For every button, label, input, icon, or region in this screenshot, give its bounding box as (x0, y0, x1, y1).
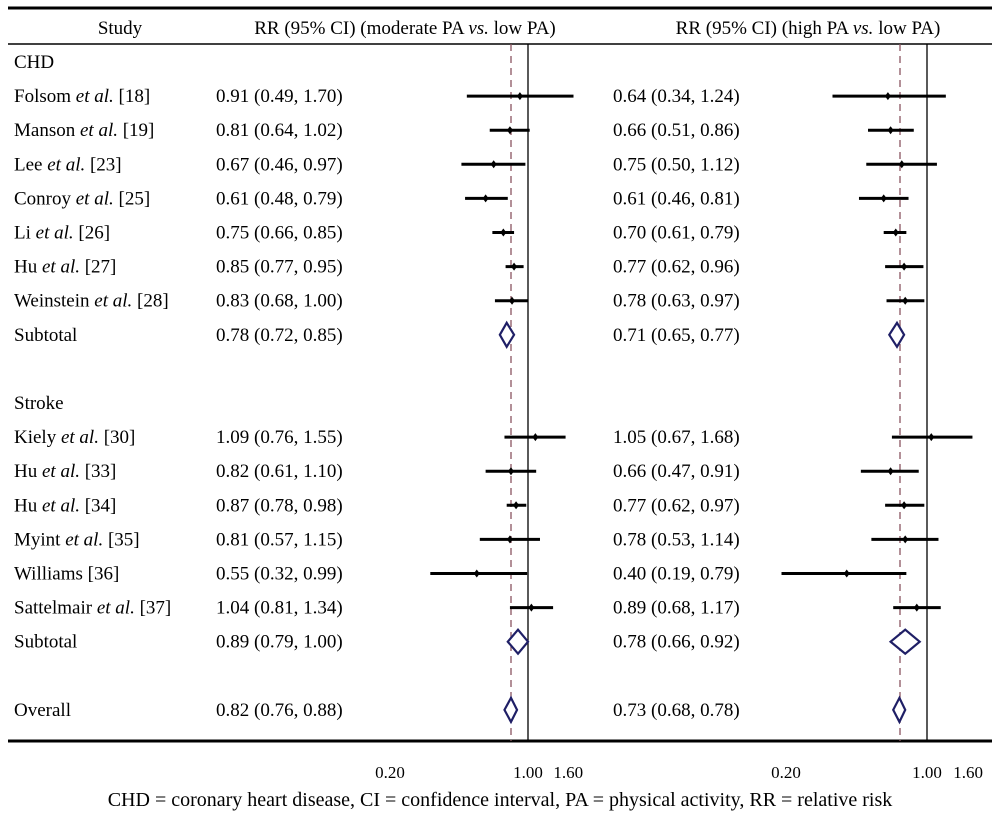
study-label-manson-et-al-19-2: Manson et al. [19] (14, 120, 154, 141)
right-rr-text-overall-19: 0.73 (0.68, 0.78) (613, 700, 740, 721)
left-point-estimate-hu-et-al-34-13 (513, 501, 520, 510)
left-pooled-diamond-overall-19 (503, 695, 519, 725)
right-rr-text-sattelmair-et-al-37-16: 0.89 (0.68, 1.17) (613, 598, 740, 619)
study-label-folsom-et-al-18-1: Folsom et al. [18] (14, 86, 150, 107)
right-rr-text-conroy-et-al-25-4: 0.61 (0.46, 0.81) (613, 188, 740, 209)
left-point-estimate-williams-36-15 (473, 569, 480, 578)
right-rr-text-manson-et-al-19-2: 0.66 (0.51, 0.86) (613, 120, 740, 141)
left-rr-text-subtotal-17: 0.89 (0.79, 1.00) (216, 632, 343, 653)
left-point-estimate-lee-et-al-23-3 (490, 160, 497, 169)
right-pooled-diamond-subtotal-17 (888, 628, 922, 656)
left-rr-text-overall-19: 0.82 (0.76, 0.88) (216, 700, 343, 721)
right-point-estimate-manson-et-al-19-2 (887, 126, 894, 135)
right-rr-text-lee-et-al-23-3: 0.75 (0.50, 1.12) (613, 154, 740, 175)
left-tick-label-0-20: 0.20 (375, 763, 405, 782)
left-point-estimate-conroy-et-al-25-4 (482, 194, 489, 203)
study-label-subtotal-17: Subtotal (14, 632, 77, 653)
left-rr-text-lee-et-al-23-3: 0.67 (0.46, 0.97) (216, 154, 343, 175)
left-tick-label-1-00: 1.00 (513, 763, 543, 782)
study-label-sattelmair-et-al-37-16: Sattelmair et al. [37] (14, 598, 171, 619)
study-label-li-et-al-26-5: Li et al. [26] (14, 223, 110, 244)
study-label-weinstein-et-al-28-7: Weinstein et al. [28] (14, 291, 169, 312)
study-label-hu-et-al-34-13: Hu et al. [34] (14, 495, 116, 516)
figure-caption: CHD = coronary heart disease, CI = confi… (107, 789, 893, 811)
study-label-hu-et-al-33-12: Hu et al. [33] (14, 461, 116, 482)
header-study: Study (98, 18, 143, 39)
right-rr-text-myint-et-al-35-14: 0.78 (0.53, 1.14) (613, 529, 740, 550)
right-rr-text-kiely-et-al-30-11: 1.05 (0.67, 1.68) (613, 427, 740, 448)
study-label-conroy-et-al-25-4: Conroy et al. [25] (14, 188, 150, 209)
left-point-estimate-weinstein-et-al-28-7 (509, 296, 516, 305)
right-point-estimate-hu-et-al-34-13 (901, 501, 908, 510)
study-label-subtotal-8: Subtotal (14, 325, 77, 346)
left-point-estimate-folsom-et-al-18-1 (516, 92, 523, 101)
group-stroke: Stroke (14, 393, 64, 414)
right-point-estimate-conroy-et-al-25-4 (880, 194, 887, 203)
right-pooled-diamond-overall-19 (891, 695, 907, 725)
right-rr-text-hu-et-al-33-12: 0.66 (0.47, 0.91) (613, 461, 740, 482)
left-rr-text-weinstein-et-al-28-7: 0.83 (0.68, 1.00) (216, 291, 343, 312)
left-tick-label-1-60: 1.60 (553, 763, 583, 782)
right-rr-text-weinstein-et-al-28-7: 0.78 (0.63, 0.97) (613, 291, 740, 312)
right-pooled-diamond-subtotal-8 (887, 320, 906, 349)
left-rr-text-sattelmair-et-al-37-16: 1.04 (0.81, 1.34) (216, 598, 343, 619)
left-rr-text-subtotal-8: 0.78 (0.72, 0.85) (216, 325, 343, 346)
left-rr-text-williams-36-15: 0.55 (0.32, 0.99) (216, 564, 343, 585)
left-point-estimate-kiely-et-al-30-11 (532, 433, 539, 442)
left-point-estimate-myint-et-al-35-14 (506, 535, 513, 544)
right-rr-text-hu-et-al-27-6: 0.77 (0.62, 0.96) (613, 257, 740, 278)
right-point-estimate-lee-et-al-23-3 (898, 160, 905, 169)
study-label-myint-et-al-35-14: Myint et al. [35] (14, 529, 140, 550)
study-label-kiely-et-al-30-11: Kiely et al. [30] (14, 427, 135, 448)
left-point-estimate-manson-et-al-19-2 (506, 126, 513, 135)
header-moderate-vs-low: RR (95% CI) (moderate PA vs. low PA) (254, 18, 556, 39)
left-rr-text-hu-et-al-27-6: 0.85 (0.77, 0.95) (216, 257, 343, 278)
left-point-estimate-li-et-al-26-5 (500, 228, 507, 237)
study-label-lee-et-al-23-3: Lee et al. [23] (14, 154, 122, 175)
right-point-estimate-kiely-et-al-30-11 (928, 433, 935, 442)
right-rr-text-hu-et-al-34-13: 0.77 (0.62, 0.97) (613, 495, 740, 516)
right-point-estimate-li-et-al-26-5 (892, 228, 899, 237)
left-pooled-diamond-subtotal-17 (506, 627, 530, 656)
left-rr-text-folsom-et-al-18-1: 0.91 (0.49, 1.70) (216, 86, 343, 107)
right-tick-label-1-60: 1.60 (953, 763, 983, 782)
left-point-estimate-hu-et-al-33-12 (507, 467, 514, 476)
right-point-estimate-sattelmair-et-al-37-16 (913, 603, 920, 612)
left-rr-text-myint-et-al-35-14: 0.81 (0.57, 1.15) (216, 529, 343, 550)
group-chd: CHD (14, 52, 54, 73)
right-rr-text-li-et-al-26-5: 0.70 (0.61, 0.79) (613, 223, 740, 244)
header-high-vs-low: RR (95% CI) (high PA vs. low PA) (676, 18, 941, 39)
right-tick-label-0-20: 0.20 (771, 763, 801, 782)
left-rr-text-hu-et-al-34-13: 0.87 (0.78, 0.98) (216, 495, 343, 516)
left-rr-text-li-et-al-26-5: 0.75 (0.66, 0.85) (216, 223, 343, 244)
study-label-overall-19: Overall (14, 700, 71, 721)
left-rr-text-kiely-et-al-30-11: 1.09 (0.76, 1.55) (216, 427, 343, 448)
right-point-estimate-williams-36-15 (843, 569, 850, 578)
right-point-estimate-myint-et-al-35-14 (902, 535, 909, 544)
left-rr-text-manson-et-al-19-2: 0.81 (0.64, 1.02) (216, 120, 343, 141)
right-rr-text-folsom-et-al-18-1: 0.64 (0.34, 1.24) (613, 86, 740, 107)
right-point-estimate-hu-et-al-27-6 (901, 262, 908, 271)
left-rr-text-conroy-et-al-25-4: 0.61 (0.48, 0.79) (216, 188, 343, 209)
right-point-estimate-hu-et-al-33-12 (887, 467, 894, 476)
right-rr-text-subtotal-17: 0.78 (0.66, 0.92) (613, 632, 740, 653)
right-point-estimate-weinstein-et-al-28-7 (902, 296, 909, 305)
left-point-estimate-sattelmair-et-al-37-16 (528, 603, 535, 612)
left-pooled-diamond-subtotal-8 (498, 320, 516, 349)
right-rr-text-subtotal-8: 0.71 (0.65, 0.77) (613, 325, 740, 346)
right-point-estimate-folsom-et-al-18-1 (884, 92, 891, 101)
study-label-williams-36-15: Williams [36] (14, 564, 119, 585)
right-tick-label-1-00: 1.00 (912, 763, 942, 782)
left-rr-text-hu-et-al-33-12: 0.82 (0.61, 1.10) (216, 461, 343, 482)
right-rr-text-williams-36-15: 0.40 (0.19, 0.79) (613, 564, 740, 585)
left-point-estimate-hu-et-al-27-6 (511, 262, 518, 271)
study-label-hu-et-al-27-6: Hu et al. [27] (14, 257, 116, 278)
